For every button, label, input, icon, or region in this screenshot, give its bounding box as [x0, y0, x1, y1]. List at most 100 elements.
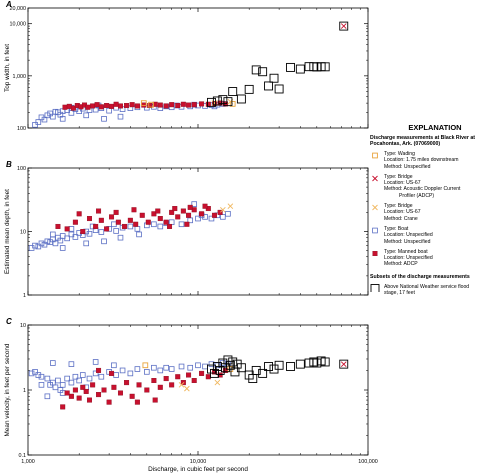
legend-line: Method: Unspecified: [384, 238, 431, 245]
panel-c-point-manned: [151, 378, 157, 384]
panel-c-point-boat: [86, 375, 93, 382]
panel-a-point-flood: [264, 81, 273, 91]
panel-c-point-boat: [50, 360, 56, 366]
legend-item-crane: Type: Bridge Location: US-67 Method: Crane: [370, 203, 500, 222]
panel-c-point-flood: [218, 358, 228, 368]
panel-b-point-manned: [211, 212, 217, 218]
panel-b-point-manned: [157, 216, 163, 222]
panel-c-point-crane-stroke-b: [184, 385, 190, 392]
panel-c-point-manned: [169, 382, 175, 388]
panel-a-point-manned: [94, 102, 100, 108]
legend-line: Type: Manned boat: [384, 248, 428, 255]
legend-line: Method: Unspecified: [384, 163, 431, 170]
panel-c-point-boat: [178, 363, 185, 370]
panel-a-point-manned: [175, 103, 181, 109]
panel-b-point-boat: [38, 240, 45, 247]
panel-c-point-boat: [59, 382, 66, 388]
panel-c-point-crane: [178, 382, 185, 388]
panel-c-point-manned: [83, 388, 89, 394]
legend-line: Above National Weather service flood: [384, 283, 470, 290]
panel-c-point-boat: [32, 369, 38, 375]
panel-a-point-manned: [104, 103, 110, 109]
panel-b-point-boat: [50, 231, 56, 238]
panel-a-point-boat: [83, 112, 90, 119]
panel-a-point-flood: [258, 67, 268, 77]
panel-c-point-boat: [76, 377, 82, 384]
panel-b: 1 10 100 B Estimated mean depth, in feet: [4, 160, 369, 299]
panel-a-point-flood: [339, 21, 349, 31]
panel-b-point-manned: [187, 204, 193, 210]
panel-c-point-boat: [168, 366, 175, 372]
panel-c-point-boat: [157, 367, 164, 374]
legend-text-flood: Above National Weather service flood stag…: [384, 284, 469, 297]
panel-a-point-flood: [320, 62, 330, 72]
panel-b-point-manned: [55, 223, 61, 229]
panel-c-point-flood: [215, 365, 225, 375]
panel-b-point-boat: [178, 221, 185, 228]
panel-b-series-boat: [28, 201, 231, 251]
panel-b-point-manned: [155, 208, 161, 214]
panel-c: 0.1 1 10 1,000 10,000 100,000 C Mean velocity, …: [4, 317, 378, 473]
panel-b-point-manned: [86, 216, 92, 222]
panel-c-point-flood: [339, 359, 349, 369]
panel-c-x-tick-label: 100,000: [358, 459, 378, 465]
panel-b-point-manned: [184, 221, 190, 227]
panel-b-point-boat: [127, 223, 134, 230]
legend-text-boat: Type: Boat Location: Unspecified Method: U…: [384, 226, 433, 245]
panel-b-point-manned: [145, 219, 151, 225]
panel-a-point-flood: [228, 87, 238, 96]
panel-c-point-boat: [92, 370, 99, 377]
panel-c-point-boat: [38, 373, 45, 380]
panel-c-point-flood: [225, 360, 235, 370]
panel-c-point-manned: [144, 387, 150, 393]
panel-c-point-manned: [80, 384, 86, 390]
panel-c-point-flood: [258, 368, 268, 378]
panel-b-point-boat: [59, 245, 66, 251]
panel-c-point-boat: [64, 375, 70, 382]
legend-subset-heading: Subsets of the discharge measurements: [370, 273, 470, 280]
legend-line: Type: Wading: [384, 151, 415, 157]
panel-c-point-manned: [175, 374, 181, 380]
panel-b-y-tick-label: 1: [23, 293, 26, 299]
panel-c-point-boat: [92, 359, 99, 365]
panel-a-point-boat: [101, 116, 107, 122]
panel-a-point-boat: [117, 113, 124, 120]
panel-c-x-axis-label: Discharge, in cubic feet per second: [148, 466, 248, 473]
legend-line: Location: Unspecified: [384, 232, 433, 239]
legend-line: stage, 17 feet: [384, 290, 415, 297]
panel-b-point-manned: [131, 207, 137, 213]
panel-a-point-boat: [41, 116, 48, 123]
panel-b-point-boat: [52, 240, 59, 247]
panel-c-point-manned: [163, 376, 169, 382]
legend-symbol-acoustic: [372, 175, 378, 182]
panel-c-point-boat: [38, 382, 45, 388]
legend-heading: Discharge measurements at Black River at…: [370, 135, 475, 147]
panel-b-point-boat: [220, 214, 226, 220]
panel-a-point-flood: [295, 64, 305, 74]
panel-a-point-manned: [134, 103, 140, 109]
panel-c-series-acoustic: [340, 361, 347, 367]
legend-item-acoustic: Type: Bridge Location: US-67 Method: Acous…: [370, 174, 500, 199]
panel-c-point-flood: [274, 360, 284, 370]
panel-b-point-boat: [98, 229, 105, 235]
panel-a-point-flood: [207, 97, 216, 107]
legend-line: Location: Unspecified: [384, 255, 433, 262]
panel-b-point-boat: [157, 223, 164, 230]
panel-c-point-acoustic-stroke-b: [340, 361, 347, 367]
legend-line: Method: Crane: [384, 215, 418, 222]
panel-c-point-boat: [144, 369, 150, 375]
panel-a-point-manned: [186, 102, 192, 108]
panel-c-point-boat: [72, 373, 79, 380]
panel-b-point-manned: [199, 211, 205, 217]
panel-b-point-crane-stroke-b: [220, 206, 226, 213]
legend-items: Type: Wading Location: 1.75 miles downstr…: [370, 151, 500, 268]
legend-item-boat: Type: Boat Location: Unspecified Method: U…: [370, 226, 500, 245]
panel-b-point-boat: [72, 234, 79, 240]
panel-c-point-manned: [101, 387, 107, 393]
legend-symbol-flood: [370, 283, 380, 292]
legend: EXPLANATION Discharge measurements at Bl…: [370, 123, 500, 296]
panel-c-point-manned: [157, 384, 163, 390]
panel-b-point-boat: [117, 234, 124, 241]
panel-c-point-manned: [72, 387, 78, 393]
panel-a-point-manned: [113, 101, 119, 107]
